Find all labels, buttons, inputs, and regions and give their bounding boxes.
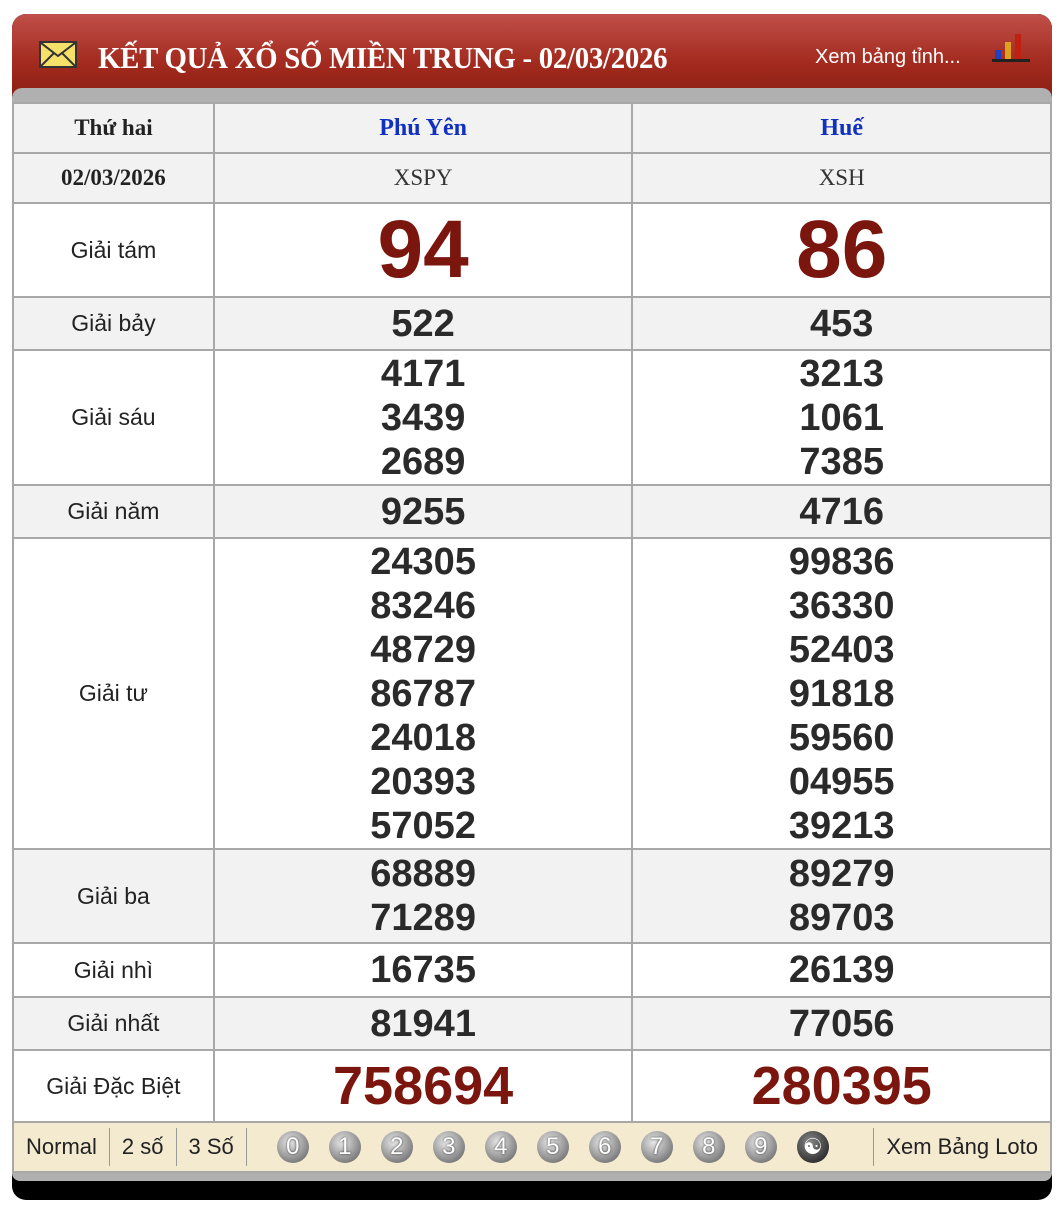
prize-row: Giải sáu 4171 3439 2689 3213 1061 7385	[12, 349, 1052, 486]
prize-number: 3439	[380, 396, 466, 439]
prize-label: Giải bảy	[12, 296, 215, 351]
prize-number: 1061	[799, 396, 884, 439]
digit-6-button[interactable]: 6	[588, 1131, 621, 1163]
prize-label: Giải ba	[12, 848, 215, 944]
header: KẾT QUẢ XỔ SỐ MIỀN TRUNG - 02/03/2026 Xe…	[12, 14, 1052, 95]
prize-number: 91818	[788, 672, 895, 715]
prize-number: 522	[391, 302, 455, 345]
footer-toolbar: Normal 2 số 3 Số 0 1 2 3 4 5 6 7 8 9 ☯ Xem Bảng Lo…	[12, 1123, 1052, 1173]
digit-9-button[interactable]: 9	[744, 1131, 777, 1163]
province-name[interactable]: Phú Yên	[212, 102, 634, 154]
province-code: XSPY	[212, 152, 634, 204]
prize-row: Giải nhì 16735 26139	[12, 942, 1052, 998]
mode-normal-button[interactable]: Normal	[14, 1128, 110, 1166]
prize-number: 36330	[788, 584, 895, 627]
prize-row: Giải ba 68889 71289 89279 89703	[12, 848, 1052, 944]
prize-number: 20393	[370, 760, 476, 803]
prize-label: Giải nhất	[12, 996, 215, 1051]
prize-number: 94	[377, 204, 469, 295]
prize-row: Giải Đặc Biệt 758694 280395	[12, 1049, 1052, 1123]
prize-number: 52403	[788, 628, 895, 671]
digit-8-button[interactable]: 8	[692, 1131, 725, 1163]
prize-number: 3213	[799, 352, 884, 395]
prize-number: 89279	[788, 853, 895, 895]
prize-number: 81941	[370, 1002, 476, 1045]
prize-number: 99836	[788, 540, 895, 583]
prize-number: 57052	[370, 804, 476, 847]
prize-label: Giải nhì	[12, 942, 215, 998]
prize-label: Giải năm	[12, 484, 215, 539]
digit-1-button[interactable]: 1	[328, 1131, 361, 1163]
prize-number: 2689	[380, 440, 466, 483]
prize-number: 7385	[799, 440, 884, 483]
prize-label: Giải Đặc Biệt	[12, 1049, 215, 1123]
yin-yang-icon[interactable]: ☯	[796, 1131, 829, 1163]
prize-number: 39213	[788, 804, 895, 847]
view-loto-table-link[interactable]: Xem Bảng Loto	[873, 1128, 1050, 1166]
prize-number: 86787	[370, 672, 476, 715]
envelope-icon	[39, 41, 77, 68]
prize-number: 9255	[380, 490, 466, 533]
prize-number: 86	[796, 204, 888, 295]
prize-row: Giải tư 24305 83246 48729 86787 24018 20393 570…	[12, 537, 1052, 850]
digit-0-button[interactable]: 0	[276, 1131, 309, 1163]
prize-number: 758694	[333, 1056, 514, 1116]
page-title: KẾT QUẢ XỔ SỐ MIỀN TRUNG - 02/03/2026	[98, 40, 668, 75]
prize-number: 4716	[799, 490, 884, 533]
prize-number: 24305	[370, 540, 476, 583]
prize-number: 48729	[370, 628, 476, 671]
digit-2-button[interactable]: 2	[380, 1131, 413, 1163]
mode-3-digit-button[interactable]: 3 Số	[177, 1128, 247, 1166]
digit-4-button[interactable]: 4	[484, 1131, 517, 1163]
day-of-week: Thứ hai	[12, 102, 215, 154]
prize-number: 453	[810, 302, 874, 345]
prize-row: Giải nhất 81941 77056	[12, 996, 1052, 1051]
prize-number: 89703	[788, 897, 895, 939]
digit-3-button[interactable]: 3	[432, 1131, 465, 1163]
prize-number: 83246	[370, 584, 476, 627]
prize-number: 280395	[751, 1056, 932, 1116]
province-name[interactable]: Huế	[631, 102, 1052, 154]
prize-number: 71289	[370, 897, 476, 939]
mode-2-digit-button[interactable]: 2 số	[110, 1128, 177, 1166]
digit-5-button[interactable]: 5	[536, 1131, 569, 1163]
province-code: XSH	[631, 152, 1052, 204]
results-table: Thứ hai Phú Yên Huế 02/03/2026 XSPY XSH Giải t…	[12, 102, 1052, 1123]
draw-date: 02/03/2026	[12, 152, 215, 204]
prize-number: 59560	[788, 716, 895, 759]
prize-label: Giải tư	[12, 537, 215, 850]
bar-chart-icon[interactable]	[992, 32, 1032, 62]
prize-row: Giải bảy 522 453	[12, 296, 1052, 351]
prize-number: 04955	[788, 760, 895, 803]
prize-number: 16735	[370, 949, 476, 991]
prize-number: 4171	[380, 352, 466, 395]
view-province-table-link[interactable]: Xem bảng tỉnh...	[815, 46, 961, 68]
prize-number: 68889	[370, 853, 476, 895]
digit-7-button[interactable]: 7	[640, 1131, 673, 1163]
prize-number: 26139	[788, 949, 895, 991]
prize-row: Giải tám 94 86	[12, 202, 1052, 298]
prize-label: Giải tám	[12, 202, 215, 298]
results-panel: KẾT QUẢ XỔ SỐ MIỀN TRUNG - 02/03/2026 Xe…	[12, 14, 1052, 1200]
prize-number: 77056	[788, 1002, 895, 1045]
prize-row: Giải năm 9255 4716	[12, 484, 1052, 539]
prize-number: 24018	[370, 716, 476, 759]
prize-label: Giải sáu	[12, 349, 215, 486]
